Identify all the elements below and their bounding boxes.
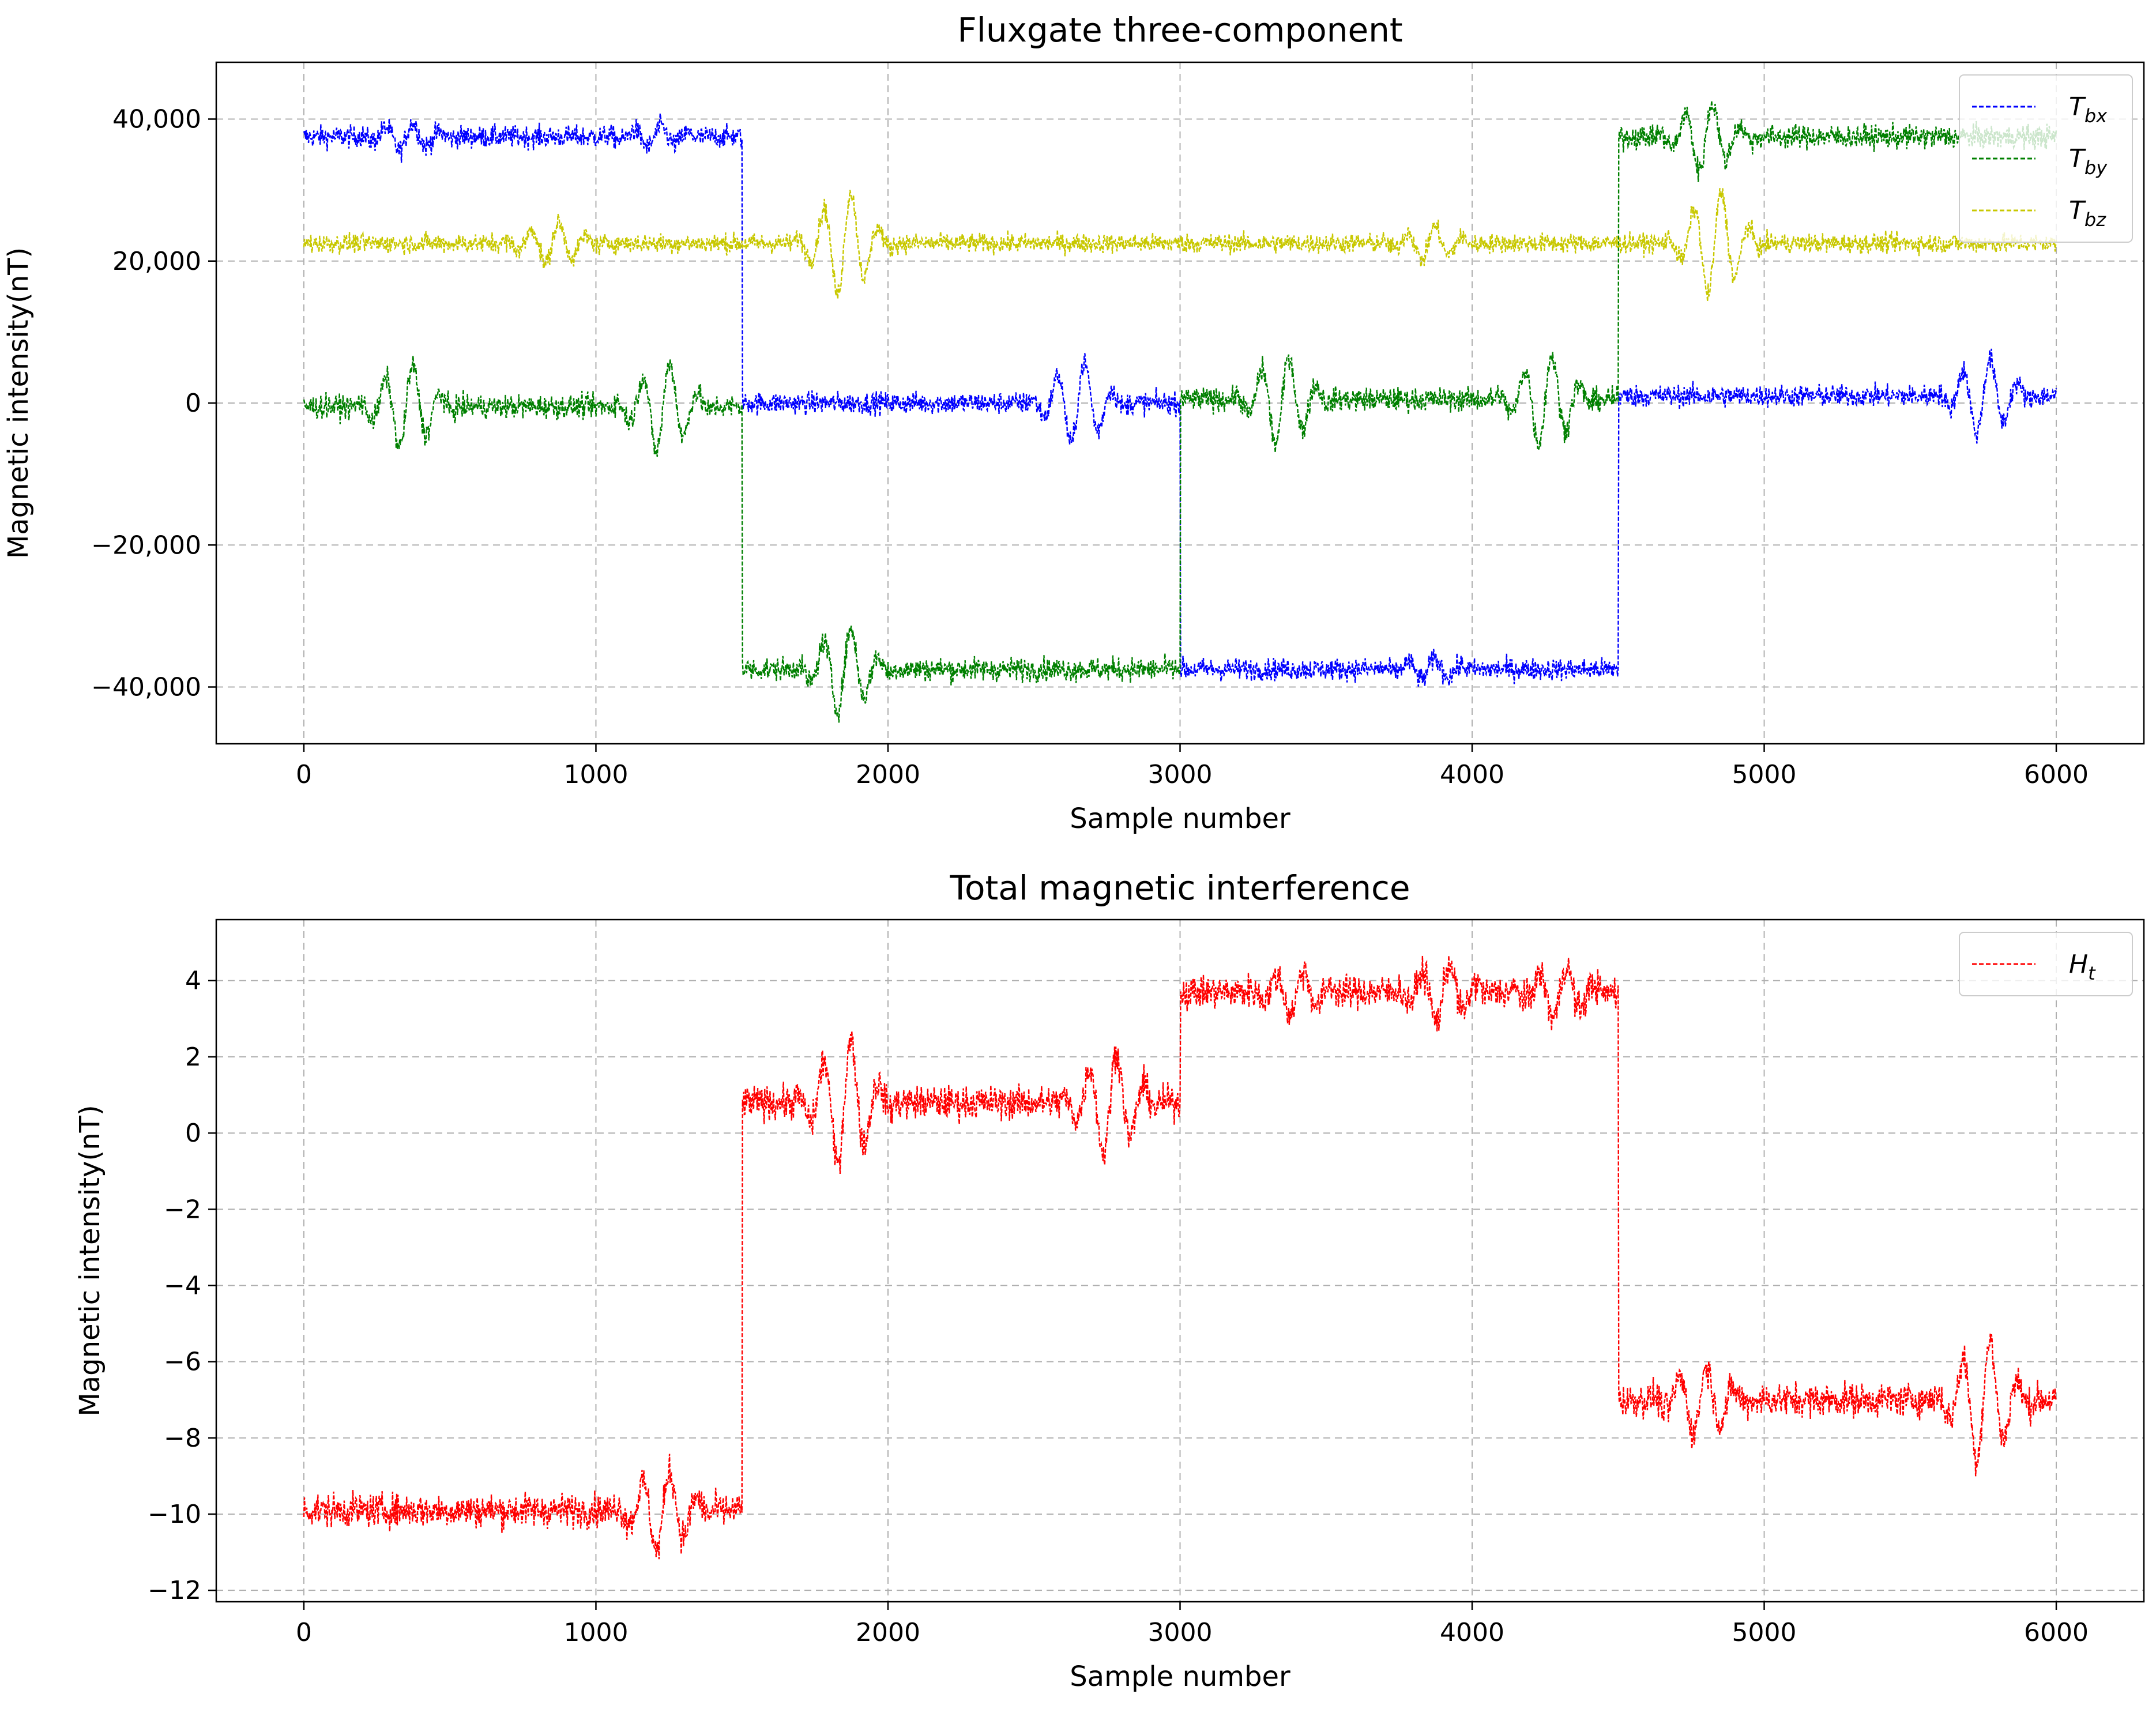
x-tick-label: 4000 bbox=[1440, 760, 1504, 789]
x-tick-label: 3000 bbox=[1148, 1618, 1213, 1647]
plot-area bbox=[303, 955, 2057, 1560]
x-tick-label: 1000 bbox=[563, 1618, 628, 1647]
x-tick-label: 5000 bbox=[1732, 1618, 1797, 1647]
y-axis-label: Magnetic intensity(nT) bbox=[74, 1105, 106, 1416]
y-tick-label: −8 bbox=[164, 1424, 201, 1453]
chart-title: Fluxgate three-component bbox=[957, 10, 1402, 50]
series-line-h-t bbox=[303, 955, 2057, 1560]
x-tick-label: 1000 bbox=[563, 760, 628, 789]
legend-entry: Tby bbox=[2069, 144, 2108, 179]
y-tick-label: −10 bbox=[148, 1500, 201, 1529]
legend-entry: Tbz bbox=[2069, 196, 2106, 231]
y-tick-label: −20,000 bbox=[91, 530, 201, 560]
legend: Tbx Tby Tbz bbox=[1959, 74, 2133, 243]
y-tick-label: −12 bbox=[148, 1576, 201, 1605]
y-tick-label: −6 bbox=[164, 1347, 201, 1377]
x-tick-label: 0 bbox=[296, 760, 312, 789]
y-axis-label: Magnetic intensity(nT) bbox=[2, 247, 35, 559]
chart-panel-1: 0 1000 2000 3000 4000 5000 6000 40,000 20,000 0 −2… bbox=[2, 10, 2145, 835]
y-tick-label: 20,000 bbox=[112, 247, 201, 276]
y-tick-label: 0 bbox=[185, 389, 201, 418]
y-tick-label: 4 bbox=[185, 966, 201, 996]
x-tick-label: 0 bbox=[296, 1618, 312, 1647]
plot-area bbox=[303, 100, 2057, 723]
legend-entry: Ht bbox=[2069, 950, 2096, 984]
x-axis-label: Sample number bbox=[1070, 803, 1290, 835]
y-tick-label: 0 bbox=[185, 1119, 201, 1148]
x-axis-label: Sample number bbox=[1070, 1661, 1290, 1693]
series-line-t-by bbox=[303, 100, 2057, 723]
series-line-t-bz bbox=[303, 188, 2057, 302]
legend-entry: Tbx bbox=[2069, 92, 2108, 127]
x-tick-label: 6000 bbox=[2024, 760, 2089, 789]
x-tick-label: 2000 bbox=[856, 1618, 920, 1647]
y-tick-label: −40,000 bbox=[91, 673, 201, 702]
y-tick-label: −4 bbox=[164, 1271, 201, 1300]
chart-title: Total magnetic interference bbox=[949, 868, 1410, 908]
x-tick-label: 2000 bbox=[856, 760, 920, 789]
x-tick-label: 5000 bbox=[1732, 760, 1797, 789]
y-tick-label: 40,000 bbox=[112, 105, 201, 134]
x-tick-label: 4000 bbox=[1440, 1618, 1504, 1647]
x-tick-label: 3000 bbox=[1148, 760, 1213, 789]
y-tick-label: −2 bbox=[164, 1195, 201, 1224]
legend-box bbox=[1959, 932, 2133, 996]
legend-box bbox=[1959, 74, 2133, 243]
x-tick-label: 6000 bbox=[2024, 1618, 2089, 1647]
y-tick-label: 2 bbox=[185, 1042, 201, 1072]
chart-panel-2: 0 1000 2000 3000 4000 5000 6000 4 2 0 −2 −4 −6 −8 −10 −… bbox=[74, 868, 2145, 1693]
legend: Ht bbox=[1959, 932, 2133, 996]
